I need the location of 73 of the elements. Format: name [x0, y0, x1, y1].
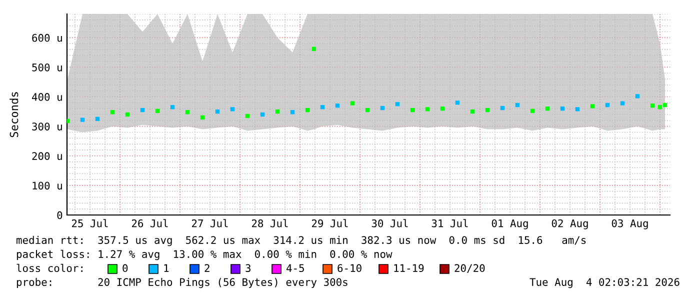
y-tick-label: 400 u	[32, 93, 62, 101]
point	[605, 102, 610, 108]
point	[455, 100, 460, 105]
point	[170, 105, 175, 110]
legend-title: loss color:	[16, 264, 82, 272]
text: Tue Aug 4 02:03:21 2026	[530, 278, 680, 288]
point	[560, 106, 565, 111]
point	[200, 115, 205, 120]
x-tick-label: 01 Aug	[492, 219, 528, 230]
point	[80, 118, 85, 122]
point	[635, 94, 640, 98]
point	[365, 108, 370, 112]
legend-label: 2	[204, 264, 210, 272]
point	[275, 109, 280, 114]
point	[215, 109, 220, 114]
point	[590, 104, 595, 108]
point	[658, 105, 662, 110]
x-tick-label: 30 Jul	[372, 219, 408, 228]
x-tick-label: 25 Jul	[72, 219, 108, 228]
x-tick-label: 27 Jul	[192, 219, 228, 228]
legend-label: 1	[164, 264, 169, 272]
legend-label: 0	[122, 264, 128, 272]
point	[410, 108, 415, 112]
y-tick-label: 0	[57, 211, 62, 220]
point	[425, 107, 430, 112]
point	[320, 105, 325, 110]
point	[395, 102, 400, 106]
point	[95, 116, 100, 122]
point	[500, 106, 505, 110]
point	[230, 107, 235, 112]
y-tick-label: 600 u	[32, 34, 62, 42]
y-tick-label: 300 u	[32, 122, 62, 130]
x-tick-label: 28 Jul	[252, 219, 288, 228]
point	[515, 102, 520, 108]
x-tick-label: 03 Aug	[612, 219, 648, 230]
legend-label: 6-10	[338, 264, 362, 272]
y-tick-label: 100 u	[32, 182, 62, 190]
y-axis-title: Seconds	[10, 92, 18, 138]
point	[545, 106, 550, 111]
point	[312, 46, 316, 51]
point	[485, 108, 490, 112]
point	[125, 112, 130, 117]
point	[290, 110, 295, 114]
point	[155, 108, 160, 114]
point	[245, 114, 250, 118]
text: median rtt: 357.5 us avg 562.2 us max 314.2 us min 382.3 us now 0.0 ms sd 15.6 am/s	[16, 236, 586, 246]
point	[575, 107, 580, 112]
y-tick-label: 500 u	[32, 63, 62, 72]
point	[662, 102, 668, 108]
point	[650, 104, 655, 108]
point	[305, 108, 310, 112]
point	[335, 104, 340, 108]
text: packet loss: 1.27 % avg 13.00 % max 0.00 % min 0.00 % now	[16, 250, 392, 260]
point	[260, 112, 265, 117]
point	[350, 101, 355, 106]
point	[185, 110, 190, 114]
legend-label: 3	[246, 264, 250, 272]
point	[470, 109, 475, 114]
point	[140, 108, 145, 112]
point	[620, 101, 625, 106]
x-tick-label: 31 Jul	[432, 219, 468, 228]
legend-label: 11-19	[394, 264, 424, 272]
text: probe: 20 ICMP Echo Pings (56 Bytes) every 300s	[16, 278, 348, 288]
point	[380, 106, 385, 110]
x-tick-label: 26 Jul	[132, 219, 168, 228]
legend-label: 4-5	[286, 264, 304, 272]
x-tick-label: 29 Jul	[312, 219, 348, 228]
point	[530, 108, 535, 114]
legend-label: 20/20	[454, 264, 485, 273]
y-tick-label: 200 u	[32, 152, 62, 160]
x-tick-label: 02 Aug	[552, 219, 588, 230]
point	[440, 106, 445, 111]
point	[110, 110, 115, 114]
